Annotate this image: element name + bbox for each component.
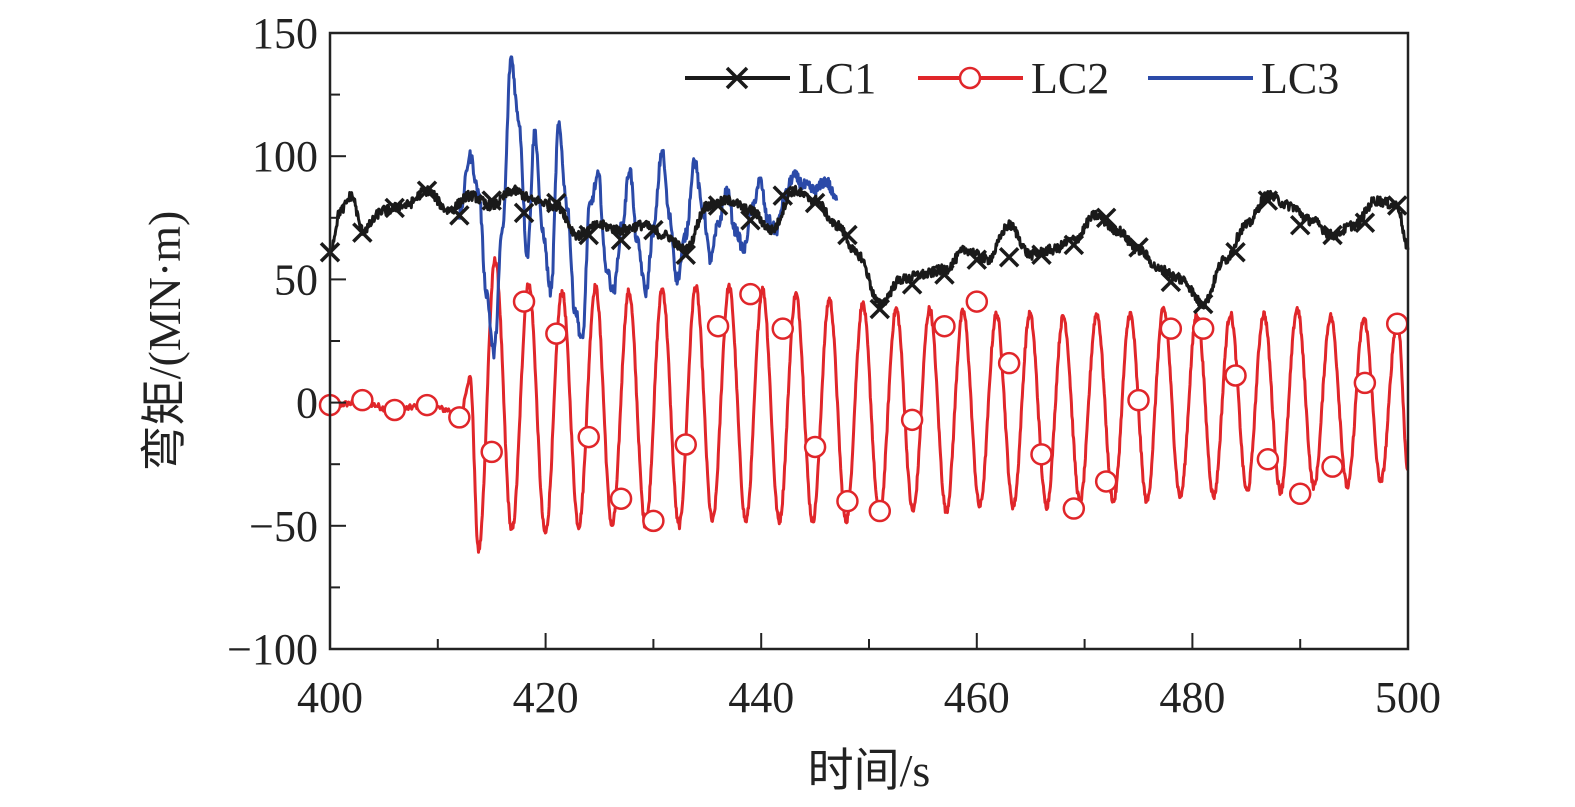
x-tick-label: 460 xyxy=(944,673,1010,722)
y-tick-label: 0 xyxy=(296,379,318,428)
marker-lc2 xyxy=(642,509,665,533)
series-line-lc3 xyxy=(457,55,839,360)
marker-lc2 xyxy=(933,314,956,338)
marker-layer xyxy=(318,180,1409,533)
y-axis-title: 弯矩/(MN·m) xyxy=(139,211,190,472)
marker-lc1 xyxy=(1322,224,1343,246)
marker-lc2 xyxy=(1094,470,1118,493)
x-tick-label: 480 xyxy=(1159,673,1225,722)
marker-lc1 xyxy=(707,195,729,216)
marker-lc1 xyxy=(1289,214,1311,236)
marker-lc2 xyxy=(965,290,989,313)
marker-lc1 xyxy=(513,202,535,224)
marker-lc2 xyxy=(1353,371,1377,395)
y-tick-label: 150 xyxy=(252,9,318,58)
marker-lc2 xyxy=(1127,388,1150,412)
marker-lc2 xyxy=(1159,317,1183,340)
marker-lc1 xyxy=(384,197,405,219)
legend-marker xyxy=(958,66,982,90)
marker-lc2 xyxy=(674,433,697,456)
marker-lc1 xyxy=(1225,242,1246,263)
marker-lc1 xyxy=(837,224,858,246)
marker-lc1 xyxy=(643,219,664,241)
marker-lc2 xyxy=(1030,443,1053,466)
legend-item-lc1: LC1 xyxy=(685,54,876,103)
marker-lc1 xyxy=(578,224,599,246)
marker-lc1 xyxy=(1128,237,1149,258)
marker-lc2 xyxy=(1191,317,1215,340)
x-tick-label: 400 xyxy=(297,673,363,722)
x-tick-label: 420 xyxy=(513,673,579,722)
marker-lc2 xyxy=(512,290,536,313)
marker-lc2 xyxy=(1256,448,1280,471)
marker-lc1 xyxy=(1031,244,1052,265)
marker-lc1 xyxy=(998,246,1020,268)
marker-lc2 xyxy=(1224,364,1247,387)
legend-label: LC3 xyxy=(1261,54,1339,103)
marker-lc2 xyxy=(577,425,600,449)
marker-lc1 xyxy=(1095,207,1117,229)
marker-lc2 xyxy=(803,435,827,459)
legend-marker xyxy=(725,66,749,90)
marker-lc1 xyxy=(449,205,470,226)
marker-lc2 xyxy=(1288,482,1312,506)
marker-lc1 xyxy=(1257,190,1279,211)
marker-lc1 xyxy=(934,264,955,285)
x-axis-title: 时间/s xyxy=(808,745,931,796)
marker-lc1 xyxy=(546,192,567,214)
marker-lc2 xyxy=(609,487,633,510)
marker-lc2 xyxy=(706,314,730,338)
marker-lc1 xyxy=(901,274,923,295)
marker-lc2 xyxy=(997,351,1021,375)
marker-lc2 xyxy=(771,317,795,340)
marker-lc1 xyxy=(481,190,502,211)
marker-lc1 xyxy=(869,298,891,320)
marker-lc1 xyxy=(1354,212,1376,233)
y-tick-label: 50 xyxy=(274,255,318,304)
marker-lc2 xyxy=(1321,455,1344,478)
x-tick-label: 440 xyxy=(728,673,794,722)
marker-lc2 xyxy=(448,406,471,429)
legend-label: LC2 xyxy=(1031,54,1109,103)
marker-lc1 xyxy=(740,210,761,231)
marker-lc2 xyxy=(1062,497,1086,520)
legend: LC1 LC2 LC3 xyxy=(685,54,1339,103)
marker-lc2 xyxy=(351,388,374,412)
marker-lc1 xyxy=(675,244,696,265)
marker-lc2 xyxy=(383,398,406,422)
marker-lc1 xyxy=(1063,234,1085,256)
marker-lc1 xyxy=(416,180,438,201)
marker-lc1 xyxy=(966,249,988,270)
marker-lc2 xyxy=(545,322,568,345)
marker-lc2 xyxy=(415,393,439,417)
series-layer xyxy=(328,55,1410,554)
y-tick-label: −100 xyxy=(227,625,318,674)
legend-label: LC1 xyxy=(798,54,876,103)
marker-lc1 xyxy=(1386,195,1408,216)
x-tick-label: 500 xyxy=(1375,673,1441,722)
marker-lc1 xyxy=(1192,293,1214,315)
y-tick-label: −50 xyxy=(249,502,318,551)
marker-lc2 xyxy=(480,440,503,464)
marker-lc1 xyxy=(1160,271,1182,293)
marker-lc2 xyxy=(836,489,859,513)
marker-lc2 xyxy=(868,499,892,523)
marker-lc1 xyxy=(352,222,373,243)
marker-lc1 xyxy=(772,185,793,206)
marker-lc2 xyxy=(900,408,924,432)
marker-lc1 xyxy=(610,229,632,251)
marker-lc1 xyxy=(804,192,826,214)
marker-lc2 xyxy=(739,282,762,306)
legend-item-lc3: LC3 xyxy=(1148,54,1339,103)
y-tick-label: 100 xyxy=(252,132,318,181)
legend-item-lc2: LC2 xyxy=(918,54,1109,103)
marker-lc2 xyxy=(1385,312,1409,336)
